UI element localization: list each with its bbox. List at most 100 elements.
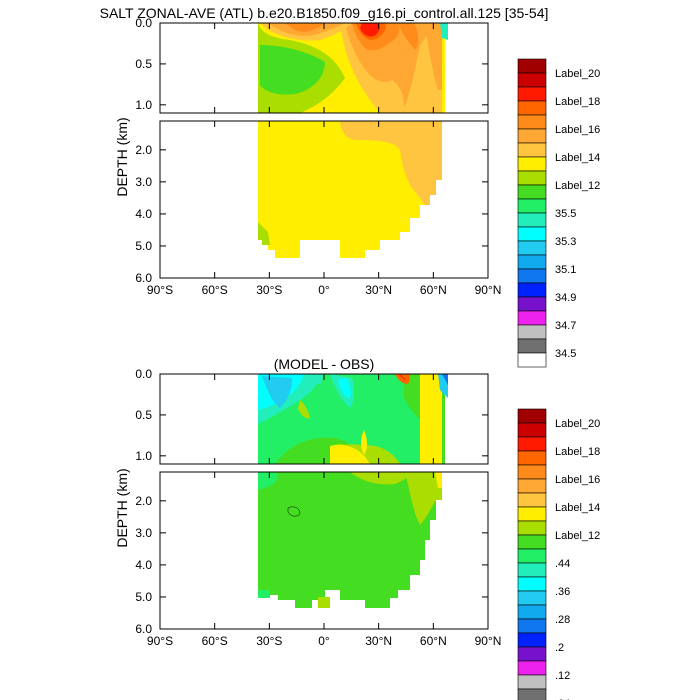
colorbar-swatch (517, 646, 547, 662)
colorbar-swatch (517, 212, 547, 228)
colorbar-swatch (517, 86, 547, 102)
colorbar-swatch (517, 674, 547, 690)
x-tick-label: 0° (318, 634, 330, 648)
colorbar-swatch (517, 492, 547, 508)
y-tick-label: 0.0 (135, 367, 152, 381)
y-axis-label: DEPTH (km) (114, 468, 130, 547)
colorbar-label: .44 (555, 558, 570, 570)
colorbar-label: 34.5 (555, 348, 576, 360)
lower-field-plot-1 (258, 121, 442, 258)
colorbar-label: 34.9 (555, 292, 576, 304)
colorbar-label: .28 (555, 614, 570, 626)
y-tick-label: 3.0 (135, 175, 152, 189)
colorbar-swatch (517, 632, 547, 648)
colorbar-swatch (517, 548, 547, 564)
chart-subtitle: (MODEL - OBS) (274, 356, 375, 372)
x-tick-label: 30°S (256, 634, 282, 648)
y-tick-label: 0.0 (135, 16, 152, 30)
colorbar-swatch (517, 450, 547, 466)
colorbar-swatch (517, 576, 547, 592)
colorbar-label: Label_20 (555, 418, 600, 430)
upper-field-plot-1 (258, 23, 448, 113)
colorbar-label: Label_16 (555, 124, 600, 136)
y-tick-label: 1.0 (135, 98, 152, 112)
y-tick-label: 0.5 (135, 408, 152, 422)
colorbar-swatch (517, 58, 547, 74)
colorbar-swatch (517, 170, 547, 186)
colorbar-swatch (517, 114, 547, 130)
colorbar-swatch (517, 254, 547, 270)
colorbar-label: Label_14 (555, 152, 600, 164)
colorbar-swatch (517, 478, 547, 494)
y-tick-label: 6.0 (135, 271, 152, 285)
colorbar-swatch (517, 506, 547, 522)
colorbar-label: Label_18 (555, 446, 600, 458)
colorbar-swatch (517, 464, 547, 480)
upper-field-plot-2 (258, 374, 448, 464)
y-tick-label: 4.0 (135, 207, 152, 221)
colorbar-label: 34.7 (555, 320, 576, 332)
colorbar-label: .12 (555, 670, 570, 682)
y-tick-label: 5.0 (135, 590, 152, 604)
colorbar-label: .04 (555, 698, 570, 700)
colorbar-label: .36 (555, 586, 570, 598)
y-tick-label: 5.0 (135, 239, 152, 253)
colorbar-swatch (517, 324, 547, 340)
y-tick-label: 3.0 (135, 526, 152, 540)
colorbar-swatch (517, 142, 547, 158)
colorbar-swatch (517, 240, 547, 256)
colorbar-label: Label_14 (555, 502, 600, 514)
chart-title: SALT ZONAL-AVE (ATL) b.e20.B1850.f09_g16… (100, 5, 549, 21)
colorbar-label: 35.1 (555, 264, 576, 276)
y-tick-label: 0.5 (135, 57, 152, 71)
x-tick-label: 60°S (202, 634, 228, 648)
x-tick-label: 0° (318, 283, 330, 297)
colorbar-swatch (517, 184, 547, 200)
colorbar-swatch (517, 562, 547, 578)
colorbar-swatch (517, 534, 547, 550)
x-tick-label: 90°S (147, 634, 173, 648)
y-tick-label: 2.0 (135, 494, 152, 508)
colorbar-swatch (517, 688, 547, 700)
x-tick-label: 60°N (420, 283, 447, 297)
lower-field-plot-2 (258, 472, 442, 608)
colorbar-label: Label_18 (555, 96, 600, 108)
colorbar-swatch (517, 590, 547, 606)
colorbar-swatch (517, 156, 547, 172)
colorbar-label: Label_12 (555, 180, 600, 192)
colorbar-label: Label_16 (555, 474, 600, 486)
colorbar-swatch (517, 422, 547, 438)
x-tick-label: 60°N (420, 634, 447, 648)
y-tick-label: 6.0 (135, 622, 152, 636)
colorbar-swatch (517, 198, 547, 214)
y-axis-label: DEPTH (km) (114, 117, 130, 196)
colorbar-swatch (517, 282, 547, 298)
colorbar-label: .2 (555, 642, 564, 654)
colorbar-label: Label_12 (555, 530, 600, 542)
x-tick-label: 90°N (475, 283, 502, 297)
colorbar-swatch (517, 520, 547, 536)
colorbar-label: Label_20 (555, 68, 600, 80)
y-tick-label: 1.0 (135, 449, 152, 463)
colorbar-swatch (517, 226, 547, 242)
x-tick-label: 30°N (365, 634, 392, 648)
colorbar-swatch (517, 408, 547, 424)
colorbar-swatch (517, 352, 547, 368)
x-tick-label: 90°N (475, 634, 502, 648)
x-tick-label: 90°S (147, 283, 173, 297)
colorbar-swatch (517, 660, 547, 676)
colorbar-swatch (517, 268, 547, 284)
colorbar-swatch (517, 604, 547, 620)
x-tick-label: 30°N (365, 283, 392, 297)
colorbar-swatch (517, 100, 547, 116)
colorbar-swatch (517, 128, 547, 144)
y-tick-label: 4.0 (135, 558, 152, 572)
colorbar-swatch (517, 338, 547, 354)
x-tick-label: 30°S (256, 283, 282, 297)
colorbar-swatch (517, 72, 547, 88)
colorbar-swatch (517, 618, 547, 634)
colorbar-label: 35.3 (555, 236, 576, 248)
colorbar-label: 35.5 (555, 208, 576, 220)
colorbar-swatch (517, 296, 547, 312)
